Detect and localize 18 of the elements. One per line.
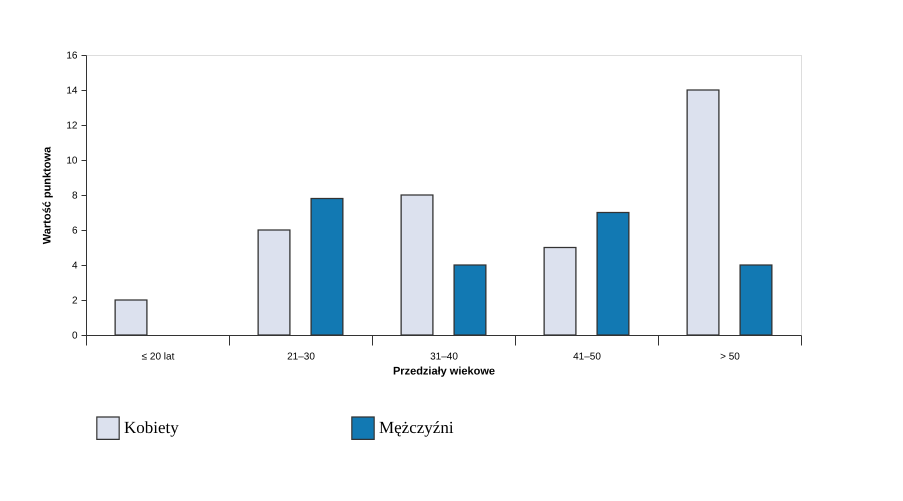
y-tick-label: 4 <box>72 260 78 272</box>
x-tick-label: 41–50 <box>573 352 602 362</box>
y-tick-label: 10 <box>66 156 78 166</box>
x-tick-label: ≤ 20 lat <box>142 352 175 362</box>
y-tick-label: 0 <box>72 330 78 342</box>
y-tick-label: 14 <box>66 86 78 96</box>
y-tick-label: 12 <box>66 120 78 132</box>
y-tick-label: 8 <box>72 190 78 202</box>
x-tick-label: 31–40 <box>430 352 458 362</box>
y-tick-label: 6 <box>72 226 78 236</box>
legend-label: Kobiety <box>124 418 180 438</box>
legend-label: Mężczyźni <box>379 418 454 438</box>
x-tick-label: 21–30 <box>287 352 316 362</box>
x-axis-title: Przedziały wiekowe <box>392 366 496 378</box>
y-tick-label: 16 <box>66 50 78 62</box>
y-axis-title: Wartość punktowa <box>41 146 54 244</box>
x-tick-label: > 50 <box>720 352 740 362</box>
y-tick-label: 2 <box>72 296 78 306</box>
